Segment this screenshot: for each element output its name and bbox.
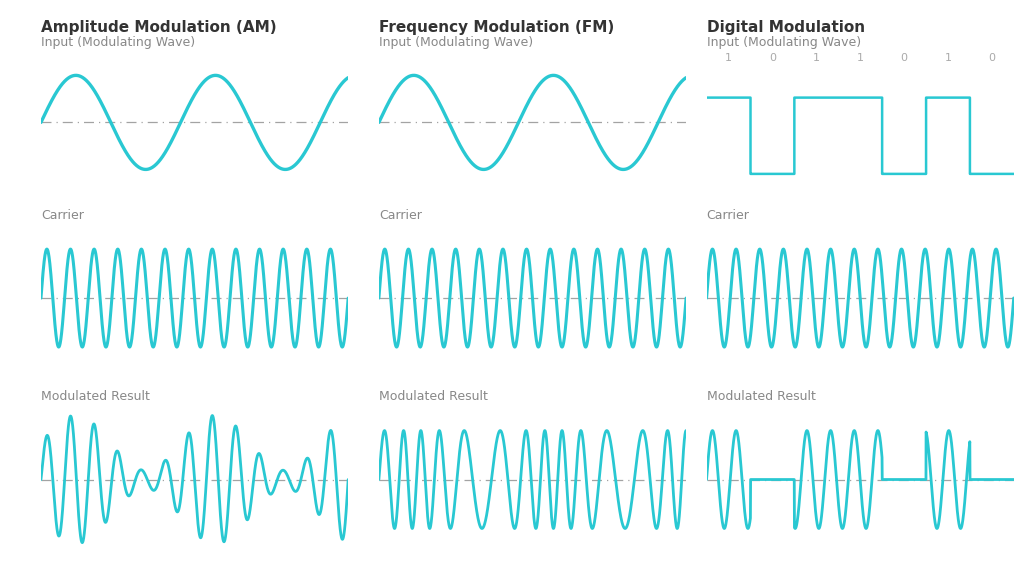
Text: Input (Modulating Wave): Input (Modulating Wave) [707, 36, 861, 49]
Text: Input (Modulating Wave): Input (Modulating Wave) [41, 36, 196, 49]
Text: Carrier: Carrier [41, 209, 84, 222]
Text: 1: 1 [944, 54, 951, 63]
Text: 1: 1 [725, 54, 732, 63]
Text: Carrier: Carrier [707, 209, 750, 222]
Text: Modulated Result: Modulated Result [707, 390, 815, 403]
Text: 1: 1 [857, 54, 863, 63]
Text: Modulated Result: Modulated Result [41, 390, 150, 403]
Text: 0: 0 [769, 54, 776, 63]
Text: Carrier: Carrier [379, 209, 422, 222]
Text: Amplitude Modulation (AM): Amplitude Modulation (AM) [41, 20, 276, 35]
Text: 0: 0 [900, 54, 907, 63]
Text: Digital Modulation: Digital Modulation [707, 20, 864, 35]
Text: Modulated Result: Modulated Result [379, 390, 487, 403]
Text: 0: 0 [988, 54, 995, 63]
Text: Frequency Modulation (FM): Frequency Modulation (FM) [379, 20, 614, 35]
Text: Input (Modulating Wave): Input (Modulating Wave) [379, 36, 534, 49]
Text: 1: 1 [813, 54, 820, 63]
